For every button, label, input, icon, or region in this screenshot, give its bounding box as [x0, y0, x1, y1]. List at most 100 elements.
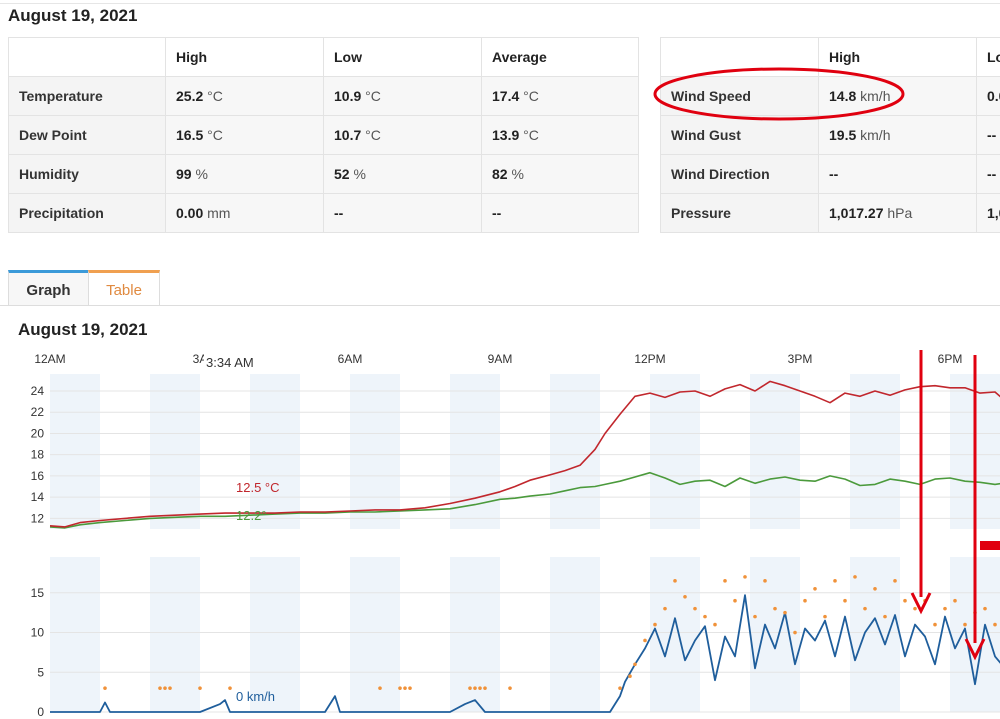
low-cell-value: --: [987, 127, 997, 143]
wind-gust-point: [103, 686, 107, 690]
wind-gust-point: [618, 686, 622, 690]
low-cell-unit: °C: [361, 127, 381, 143]
table-header-row: High Low Average: [8, 37, 639, 77]
wind-gust-point: [473, 686, 477, 690]
wind-gust-point: [803, 598, 807, 603]
wind-gust-point: [853, 575, 857, 579]
average-cell-value: 17.4: [492, 88, 520, 104]
wind-speed-series-line: [50, 594, 1000, 713]
low-cell: --: [976, 154, 1000, 194]
table-header-row: High Lo: [660, 37, 1000, 77]
tab-table[interactable]: Table: [88, 270, 160, 306]
wind-gust-point: [863, 606, 867, 611]
column-header-blank: [8, 37, 166, 77]
wind-gust-point: [683, 594, 687, 599]
hour-band: [150, 557, 200, 712]
table-row: Humidity 99 % 52 % 82 %: [8, 154, 639, 194]
wind-gust-point: [628, 674, 632, 679]
low-cell: --: [323, 193, 482, 233]
summary-table-left: High Low Average Temperature 25.2 °C 10.9 …: [8, 37, 639, 233]
hour-band: [650, 557, 700, 712]
wind-gust-point: [953, 598, 957, 603]
x-tick-label: 12AM: [34, 352, 65, 366]
temperature-series-line: [49, 380, 1000, 528]
high-cell-unit: mm: [203, 205, 231, 221]
wind-gust-point: [723, 579, 727, 583]
table-row: Temperature 25.2 °C 10.9 °C 17.4 °C: [8, 76, 639, 116]
y-tick-label: 5: [37, 665, 44, 679]
wind-gust-point: [198, 686, 202, 690]
y-tick-label: 10: [31, 626, 45, 640]
hour-band: [150, 374, 200, 529]
average-cell-value: 13.9: [492, 127, 520, 143]
wind-gust-point: [633, 662, 637, 667]
low-cell-value: 10.7: [334, 127, 362, 143]
wind-gust-point: [813, 586, 817, 591]
low-cell-value: 1,0: [987, 205, 1000, 221]
x-tick-label: 6PM: [938, 352, 963, 366]
wind-gust-point: [753, 614, 757, 619]
tab-graph[interactable]: Graph: [8, 270, 89, 306]
wind-gust-point: [163, 686, 167, 690]
wind-gust-point: [408, 686, 412, 690]
wind-gust-point: [783, 610, 787, 615]
low-cell-unit: °C: [361, 88, 381, 104]
high-cell-unit: %: [191, 166, 208, 182]
wind-gust-point: [983, 606, 987, 611]
table-row: Precipitation 0.00 mm -- --: [8, 193, 639, 233]
wind-gust-point: [743, 575, 747, 579]
wind-gust-point: [933, 622, 937, 627]
low-cell-unit: %: [349, 166, 366, 182]
low-cell-value: --: [987, 166, 997, 182]
hour-band: [450, 374, 500, 529]
hour-band: [850, 374, 900, 529]
wind-gust-point: [158, 686, 162, 690]
y-tick-label: 24: [31, 384, 45, 398]
low-cell: --: [976, 115, 1000, 155]
low-cell: 52 %: [323, 154, 482, 194]
high-cell: 0.00 mm: [165, 193, 324, 233]
graph-title: August 19, 2021: [18, 320, 148, 339]
high-cell: 99 %: [165, 154, 324, 194]
high-cell-value: 99: [176, 166, 192, 182]
high-cell-value: 1,017.27: [829, 205, 884, 221]
hour-band: [850, 557, 900, 712]
hour-band: [50, 557, 100, 712]
y-tick-label: 22: [31, 405, 45, 419]
wind-gust-point: [168, 686, 172, 690]
row-label: Precipitation: [8, 193, 166, 233]
high-cell-unit: °C: [203, 88, 223, 104]
table-row: Wind Gust 19.5 km/h --: [660, 115, 1000, 155]
column-header-high: High: [818, 37, 977, 77]
high-cell: 1,017.27 hPa: [818, 193, 977, 233]
hour-band: [550, 374, 600, 529]
average-cell-unit: °C: [519, 88, 539, 104]
high-cell-value: 25.2: [176, 88, 204, 104]
wind-gust-point: [773, 606, 777, 611]
row-label: Pressure: [660, 193, 819, 233]
y-tick-label: 0: [37, 705, 44, 719]
hour-band: [350, 374, 400, 529]
wind-gust-point: [883, 614, 887, 619]
hour-band: [250, 374, 300, 529]
average-cell: 13.9 °C: [481, 115, 639, 155]
column-header-low: Lo: [976, 37, 1000, 77]
high-cell: 25.2 °C: [165, 76, 324, 116]
wind-gust-point: [398, 686, 402, 690]
wind-gust-point: [703, 614, 707, 619]
table-row: Wind Direction -- --: [660, 154, 1000, 194]
y-tick-label: 12: [31, 511, 45, 525]
row-label: Temperature: [8, 76, 166, 116]
wind-gust-point: [893, 579, 897, 583]
column-header-blank: [660, 37, 819, 77]
y-tick-label: 16: [31, 469, 45, 483]
row-label: Humidity: [8, 154, 166, 194]
page-title: August 19, 2021: [8, 6, 138, 25]
high-cell: 19.5 km/h: [818, 115, 977, 155]
wind-tooltip: 0 km/h: [236, 689, 275, 704]
temperature-tooltip: 12.5 °C: [236, 480, 280, 495]
wind-gust-point: [913, 606, 917, 611]
